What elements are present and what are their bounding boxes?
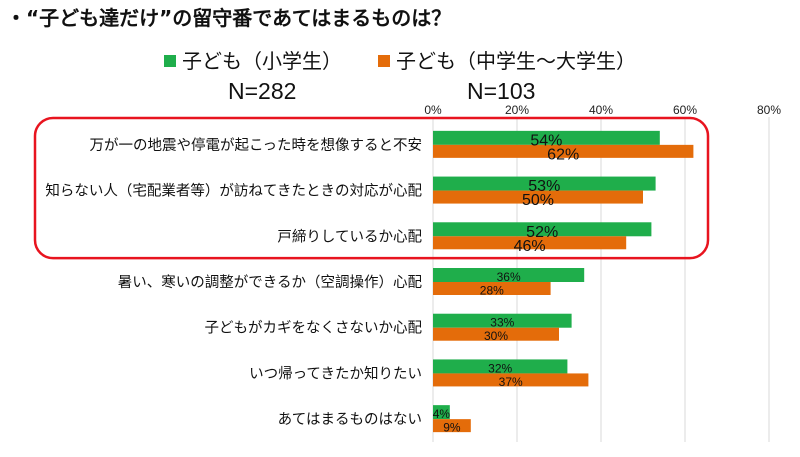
bar-junior-high-to-university-3 — [433, 236, 627, 250]
data-label-suffix: % — [502, 361, 513, 375]
category-label-7: あてはまるものはない — [278, 411, 422, 428]
data-label-value: 54 — [530, 132, 548, 149]
data-label-suffix: % — [504, 316, 515, 330]
data-label-suffix: % — [540, 192, 554, 209]
data-labels: 54%62%53%50%52%46%36%28%33%30%32%37%4%9% — [433, 132, 579, 434]
legend-sample-size-junior-high-to-university: N=103 — [467, 78, 536, 104]
bar-junior-high-to-university-1 — [433, 144, 694, 158]
data-label-suffix: % — [531, 238, 545, 255]
data-label-elementary-7: 4% — [433, 407, 451, 421]
data-label-elementary-1: 54% — [530, 132, 562, 149]
category-labels: 万が一の地震や停電が起こった時を想像すると不安知らない人（宅配業者等）が訪ねてき… — [45, 137, 422, 428]
data-label-value: 62 — [547, 146, 565, 163]
bars — [433, 130, 694, 433]
data-label-junior-high-to-university-4: 28% — [480, 284, 504, 298]
legend-label-elementary: 子ども（小学生） — [182, 49, 342, 73]
x-tick-label-80: 80% — [757, 103, 781, 117]
data-label-suffix: % — [450, 421, 461, 435]
data-label-value: 50 — [522, 192, 540, 209]
data-label-junior-high-to-university-1: 62% — [547, 146, 579, 163]
data-label-value: 30 — [484, 329, 498, 343]
data-label-suffix: % — [497, 329, 508, 343]
data-label-value: 46 — [514, 238, 532, 255]
bar-junior-high-to-university-2 — [433, 190, 643, 204]
bar-junior-high-to-university-6 — [433, 373, 589, 387]
legend-sample-size-elementary: N=282 — [228, 78, 297, 104]
data-label-elementary-3: 52% — [526, 224, 558, 241]
category-label-6: いつ帰ってきたか知りたい — [249, 364, 422, 382]
bar-junior-high-to-university-4 — [433, 282, 551, 295]
legend-item-elementary: 子ども（小学生） — [164, 48, 342, 74]
data-label-elementary-4: 36% — [497, 270, 521, 284]
legend-swatch-elementary — [164, 55, 176, 67]
bar-elementary-4 — [433, 268, 585, 282]
legend-label-junior-high-to-university: 子ども（中学生～大学生） — [396, 49, 636, 73]
data-label-value: 32 — [488, 361, 502, 375]
category-label-4: 暑い、寒いの調整ができるか（空調操作）心配 — [118, 273, 423, 291]
data-label-value: 33 — [490, 316, 504, 330]
data-label-suffix: % — [565, 146, 579, 163]
legend-item-junior-high-to-university: 子ども（中学生～大学生） — [378, 48, 636, 74]
data-label-value: 53 — [528, 178, 546, 195]
data-label-suffix: % — [493, 284, 504, 298]
gridlines — [432, 117, 770, 442]
data-label-junior-high-to-university-7: 9% — [443, 421, 461, 435]
data-label-junior-high-to-university-2: 50% — [522, 192, 554, 209]
bar-elementary-6 — [433, 359, 568, 374]
data-label-suffix: % — [548, 132, 562, 149]
chart-title: ・“子ども達だけ”の留守番であてはまるものは？ — [6, 6, 452, 30]
data-label-suffix: % — [510, 270, 521, 284]
data-label-junior-high-to-university-3: 46% — [514, 238, 546, 255]
category-label-2: 知らない人（宅配業者等）が訪ねてきたときの対応が心配 — [45, 182, 422, 200]
category-label-3: 戸締りしているか心配 — [277, 228, 422, 245]
category-label-1: 万が一の地震や停電が起こった時を想像すると不安 — [90, 137, 422, 154]
data-label-suffix: % — [546, 178, 560, 195]
x-tick-label-60: 60% — [673, 103, 697, 117]
bar-junior-high-to-university-7 — [433, 419, 471, 433]
data-label-value: 28 — [480, 284, 494, 298]
data-label-elementary-2: 53% — [528, 178, 560, 195]
bar-elementary-7 — [433, 405, 450, 420]
bar-elementary-3 — [433, 222, 652, 237]
x-axis-tick-labels: 0% 20% 40% 60% 80% — [424, 103, 781, 117]
data-label-elementary-6: 32% — [488, 361, 512, 375]
data-label-suffix: % — [544, 224, 558, 241]
data-label-suffix: % — [439, 407, 450, 421]
x-tick-label-40: 40% — [589, 103, 613, 117]
category-label-5: 子どもがカギをなくさないか心配 — [205, 320, 423, 337]
bar-elementary-1 — [433, 130, 660, 145]
data-label-junior-high-to-university-6: 37% — [499, 375, 523, 389]
x-tick-label-0: 0% — [424, 103, 442, 117]
data-label-suffix: % — [512, 375, 523, 389]
bar-elementary-2 — [433, 176, 656, 191]
bar-elementary-5 — [433, 313, 572, 328]
x-tick-label-20: 20% — [505, 103, 529, 117]
data-label-value: 4 — [433, 407, 440, 421]
data-label-value: 37 — [499, 375, 513, 389]
legend-swatch-junior-high-to-university — [378, 55, 390, 67]
data-label-elementary-5: 33% — [490, 316, 514, 330]
data-label-junior-high-to-university-5: 30% — [484, 329, 508, 343]
data-label-value: 52 — [526, 224, 544, 241]
bar-junior-high-to-university-5 — [433, 327, 559, 341]
data-label-value: 36 — [497, 270, 511, 284]
highlight-box — [33, 116, 710, 260]
data-label-value: 9 — [443, 421, 450, 435]
highlight — [33, 116, 710, 260]
